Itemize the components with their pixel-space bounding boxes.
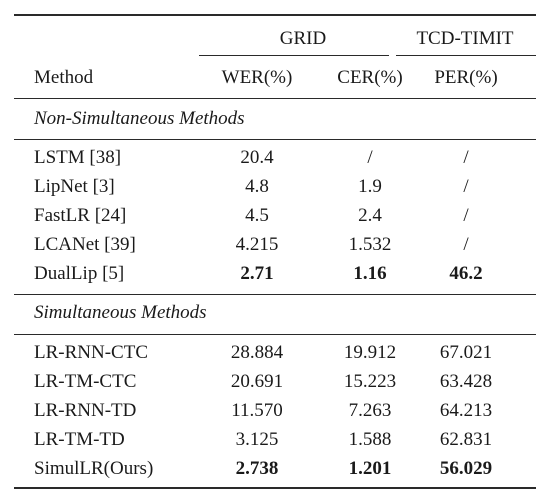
- per-cell: 62.831: [439, 429, 493, 450]
- wer-cell: 2.71: [240, 263, 274, 284]
- method-cell: DualLip [5]: [34, 263, 125, 284]
- cer-cell: 1.16: [353, 263, 387, 284]
- wer-cell: 3.125: [235, 429, 279, 450]
- section-divider-rule: [14, 294, 536, 295]
- column-header-wer: WER(%): [221, 67, 293, 88]
- cer-cell: 19.912: [343, 342, 397, 363]
- tcd-group-rule: [396, 55, 536, 56]
- column-header-method: Method: [34, 67, 94, 88]
- grid-group-rule: [199, 55, 389, 56]
- method-cell: LR-TM-CTC: [34, 371, 137, 392]
- per-cell: 63.428: [439, 371, 493, 392]
- column-header-per: PER(%): [434, 67, 498, 88]
- per-cell: /: [463, 147, 469, 168]
- section-rule: [14, 139, 536, 140]
- cer-cell: 2.4: [358, 205, 382, 226]
- header-rule: [14, 98, 536, 99]
- section-title-simultaneous: Simultaneous Methods: [34, 302, 207, 323]
- wer-cell: 4.8: [245, 176, 269, 197]
- results-table: GRID TCD-TIMIT Method WER(%) CER(%) PER(…: [14, 0, 536, 493]
- group-header-tcd-timit: TCD-TIMIT: [416, 28, 514, 49]
- section-title-non-simultaneous: Non-Simultaneous Methods: [34, 108, 245, 129]
- column-header-cer: CER(%): [337, 67, 403, 88]
- wer-cell: 11.570: [231, 400, 283, 421]
- wer-cell: 2.738: [235, 458, 279, 479]
- method-cell: LCANet [39]: [34, 234, 136, 255]
- wer-cell: 20.691: [230, 371, 284, 392]
- method-cell: LipNet [3]: [34, 176, 115, 197]
- cer-cell: 1.588: [348, 429, 392, 450]
- cer-cell: 1.532: [348, 234, 392, 255]
- cer-cell: 7.263: [348, 400, 392, 421]
- per-cell: 64.213: [439, 400, 493, 421]
- method-cell: LR-TM-TD: [34, 429, 125, 450]
- wer-cell: 20.4: [240, 147, 274, 168]
- per-cell: 46.2: [449, 263, 483, 284]
- cer-cell: /: [367, 147, 373, 168]
- section-rule: [14, 334, 536, 335]
- method-cell: SimulLR(Ours): [34, 458, 154, 479]
- bottom-rule: [14, 487, 536, 489]
- group-header-grid: GRID: [279, 28, 327, 49]
- method-cell: LR-RNN-CTC: [34, 342, 148, 363]
- method-cell: FastLR [24]: [34, 205, 127, 226]
- wer-cell: 4.5: [245, 205, 269, 226]
- per-cell: /: [463, 176, 469, 197]
- top-rule: [14, 14, 536, 16]
- cer-cell: 1.9: [358, 176, 382, 197]
- per-cell: /: [463, 205, 469, 226]
- per-cell: 67.021: [439, 342, 493, 363]
- wer-cell: 4.215: [235, 234, 279, 255]
- wer-cell: 28.884: [230, 342, 284, 363]
- per-cell: 56.029: [439, 458, 493, 479]
- cer-cell: 1.201: [348, 458, 392, 479]
- cer-cell: 15.223: [343, 371, 397, 392]
- per-cell: /: [463, 234, 469, 255]
- method-cell: LR-RNN-TD: [34, 400, 137, 421]
- method-cell: LSTM [38]: [34, 147, 122, 168]
